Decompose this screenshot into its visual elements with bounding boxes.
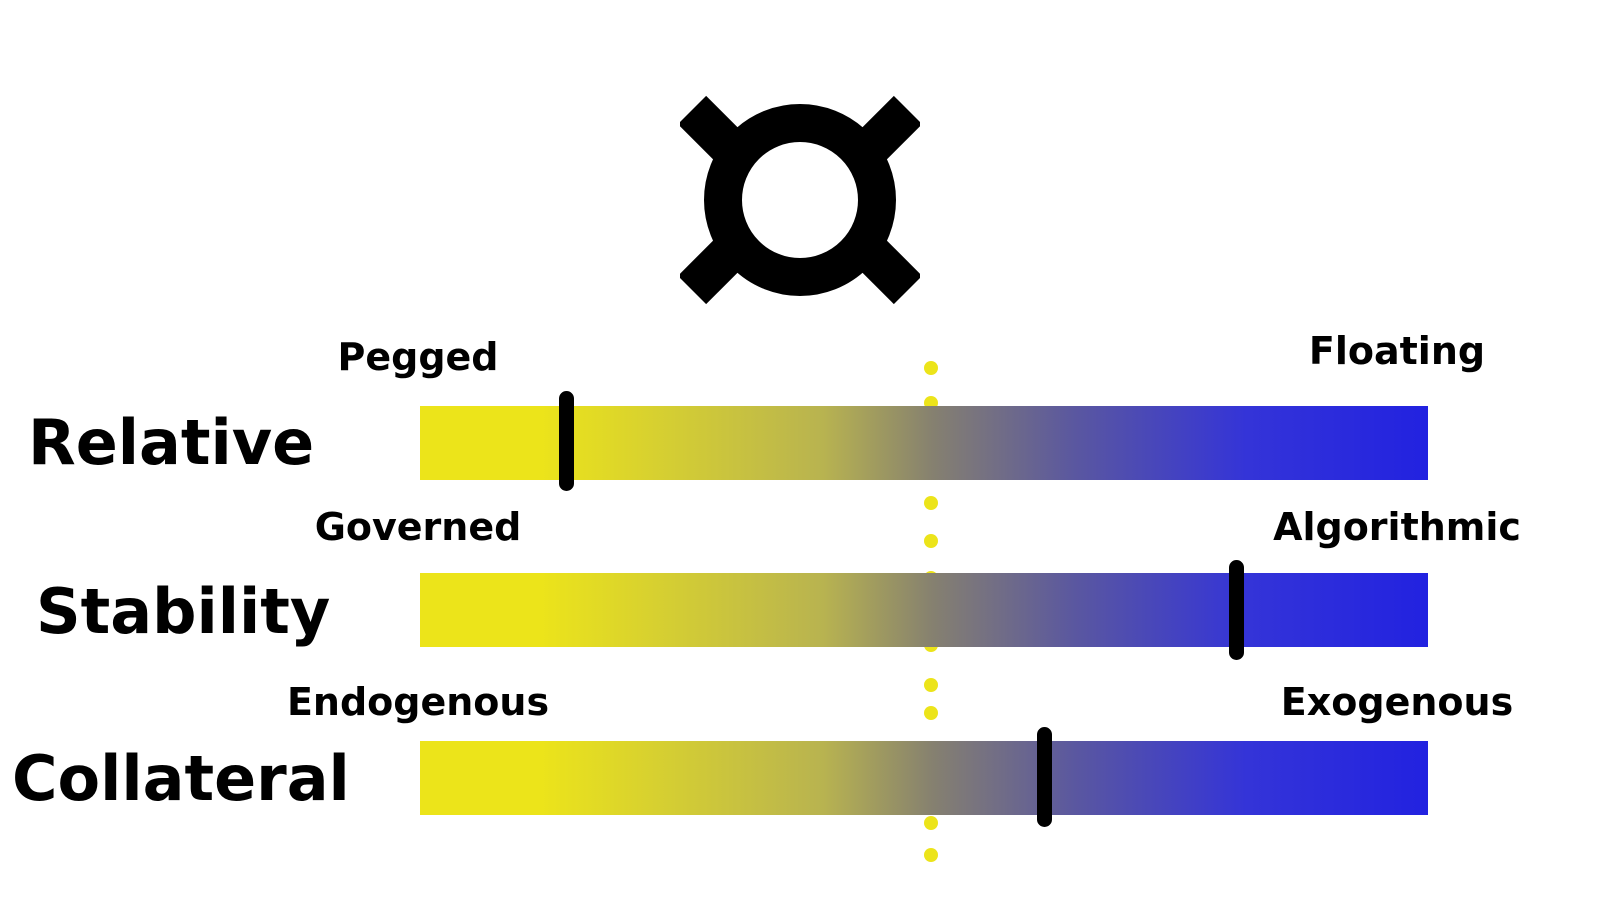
right-endpoint-label-collateral: Exogenous	[1280, 680, 1514, 724]
right-endpoint-label-relative: Floating	[1308, 329, 1486, 373]
row-label-stability: Stability	[36, 575, 331, 648]
currency-sign-icon	[680, 95, 920, 305]
row-label-collateral: Collateral	[12, 742, 350, 815]
left-endpoint-label-relative: Pegged	[337, 335, 499, 379]
spectrum-bar-relative	[420, 406, 1428, 480]
position-marker-relative	[558, 391, 574, 491]
spectrum-bar-stability	[420, 573, 1428, 647]
position-marker-stability	[1228, 560, 1244, 660]
spectrum-bar-collateral	[420, 741, 1428, 815]
left-endpoint-label-stability: Governed	[314, 505, 522, 549]
row-label-relative: Relative	[28, 406, 315, 479]
position-marker-collateral	[1037, 727, 1053, 827]
left-endpoint-label-collateral: Endogenous	[286, 680, 550, 724]
right-endpoint-label-stability: Algorithmic	[1273, 505, 1521, 549]
